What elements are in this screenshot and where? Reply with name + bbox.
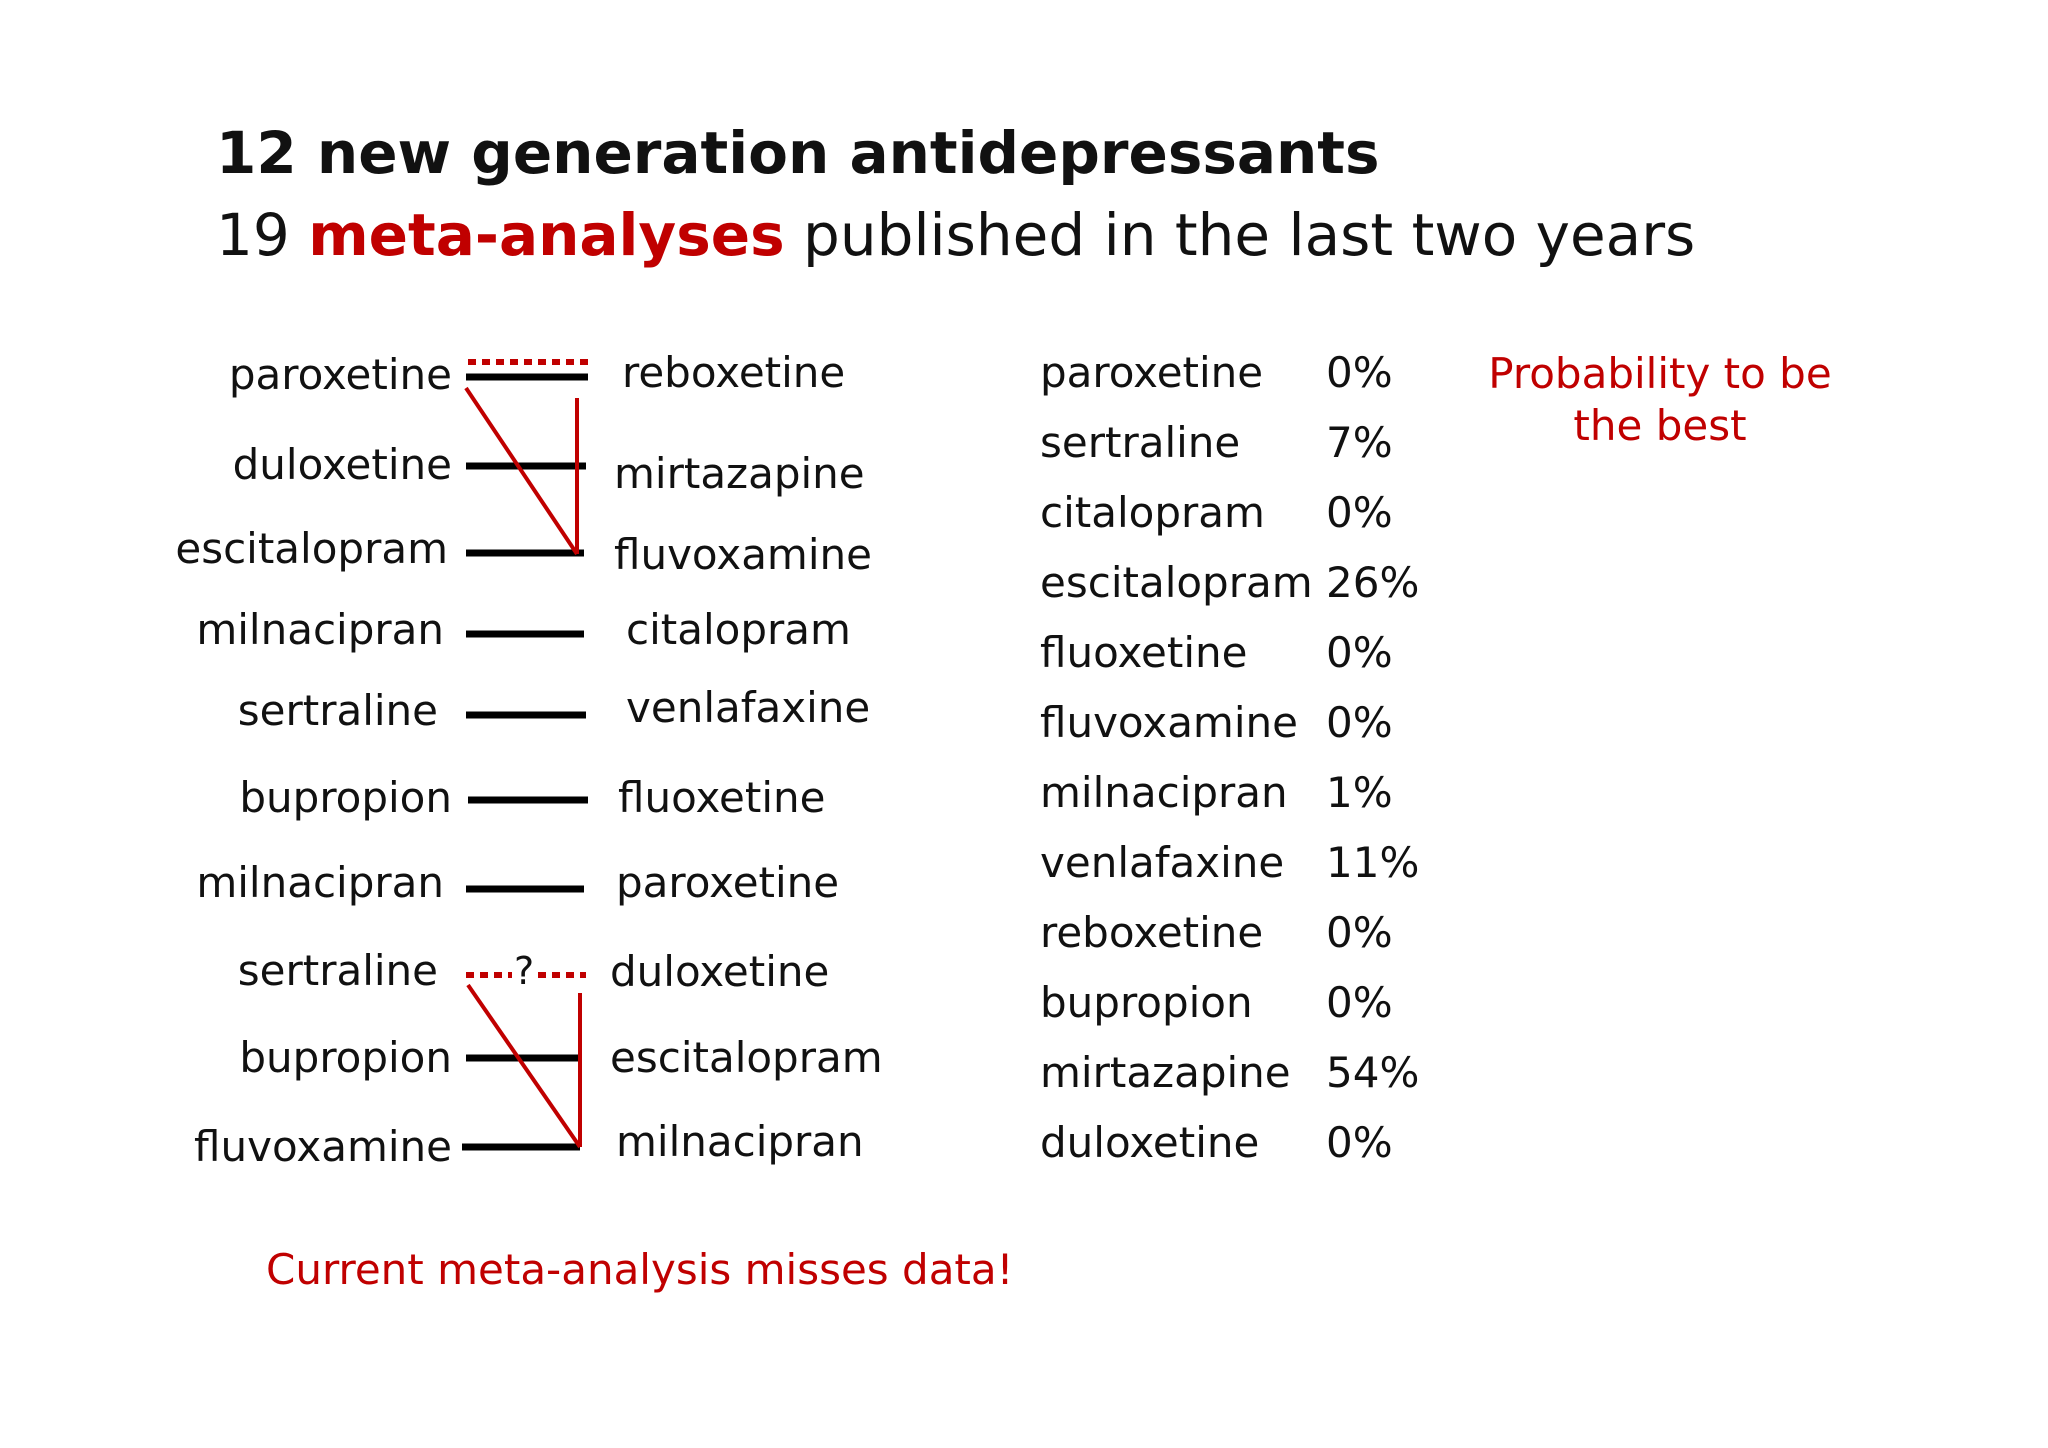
comparison-right-label: milnacipran xyxy=(616,1117,864,1166)
probability-value: 0% xyxy=(1326,348,1393,397)
comparison-right-label: citalopram xyxy=(626,605,851,654)
comparison-left-label: paroxetine xyxy=(228,350,452,399)
subtitle-suffix: published in the last two years xyxy=(784,201,1696,269)
drug-name: fluoxetine xyxy=(1040,628,1248,677)
probability-value: 0% xyxy=(1326,698,1393,747)
unknown-comparison-marker: ? xyxy=(514,949,535,993)
page-title: 12 new generation antidepressants xyxy=(216,119,1380,187)
probability-value: 7% xyxy=(1326,418,1393,467)
comparison-left-label: fluvoxamine xyxy=(194,1122,452,1171)
probability-value: 54% xyxy=(1326,1048,1420,1097)
probability-value: 0% xyxy=(1326,908,1393,957)
comparison-right-label: venlafaxine xyxy=(626,683,871,732)
drug-name: bupropion xyxy=(1040,978,1253,1027)
comparison-right-label: mirtazapine xyxy=(614,449,865,498)
drug-name: duloxetine xyxy=(1040,1118,1260,1167)
comparison-left-label: bupropion xyxy=(239,1033,452,1082)
probability-value: 1% xyxy=(1326,768,1393,817)
missing-data-note: Current meta-analysis misses data! xyxy=(266,1245,1014,1294)
comparison-right-label: paroxetine xyxy=(616,858,840,907)
probability-value: 0% xyxy=(1326,978,1393,1027)
comparison-right-label: reboxetine xyxy=(622,348,846,397)
legend-line: the best xyxy=(1573,401,1747,450)
drug-name: reboxetine xyxy=(1040,908,1264,957)
comparison-left-label: duloxetine xyxy=(232,440,452,489)
drug-name: mirtazapine xyxy=(1040,1048,1291,1097)
probability-value: 0% xyxy=(1326,1118,1393,1167)
drug-name: venlafaxine xyxy=(1040,838,1285,887)
probability-value: 11% xyxy=(1326,838,1420,887)
drug-name: sertraline xyxy=(1040,418,1241,467)
comparison-right-label: fluvoxamine xyxy=(614,530,872,579)
probability-legend: Probability to be the best xyxy=(1470,348,1850,452)
drug-name: escitalopram xyxy=(1040,558,1313,607)
comparison-left-label: milnacipran xyxy=(196,858,444,907)
comparison-left-label: sertraline xyxy=(237,686,438,735)
drug-name: milnacipran xyxy=(1040,768,1288,817)
comparison-left-label: escitalopram xyxy=(175,524,448,573)
comparison-left-label: sertraline xyxy=(237,946,438,995)
drug-name: paroxetine xyxy=(1040,348,1264,397)
drug-name: citalopram xyxy=(1040,488,1265,537)
probability-value: 0% xyxy=(1326,488,1393,537)
subtitle-prefix: 19 xyxy=(216,201,309,269)
legend-line: Probability to be xyxy=(1488,349,1832,398)
comparison-right-label: fluoxetine xyxy=(618,773,826,822)
drug-name: fluvoxamine xyxy=(1040,698,1298,747)
indirect-diagonal-line xyxy=(464,386,579,556)
comparison-right-label: escitalopram xyxy=(610,1033,883,1082)
comparison-left-label: bupropion xyxy=(239,773,452,822)
comparison-right-label: duloxetine xyxy=(610,947,830,996)
indirect-diagonal-line xyxy=(466,983,582,1149)
page-subtitle: 19 meta-analyses published in the last t… xyxy=(216,200,1695,270)
probability-value: 26% xyxy=(1326,558,1420,607)
subtitle-accent: meta-analyses xyxy=(308,201,785,269)
probability-value: 0% xyxy=(1326,628,1393,677)
comparison-left-label: milnacipran xyxy=(196,605,444,654)
